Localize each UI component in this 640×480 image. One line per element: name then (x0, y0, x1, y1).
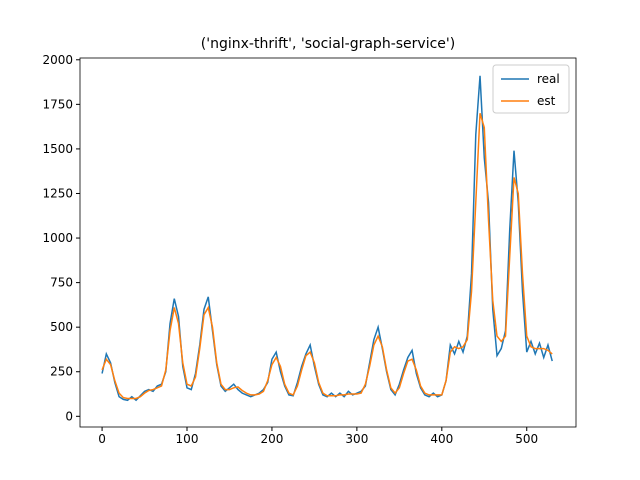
x-tick-label: 400 (430, 432, 453, 446)
x-tick-label: 500 (515, 432, 538, 446)
legend-label: est (537, 94, 556, 108)
y-tick-label: 500 (50, 320, 73, 334)
line-series (101, 113, 553, 400)
x-tick-label: 0 (98, 432, 106, 446)
x-tick-label: 100 (176, 432, 199, 446)
y-tick-label: 1000 (42, 231, 73, 245)
y-tick-label: 1250 (42, 186, 73, 200)
legend-label: real (537, 72, 560, 86)
chart-title: ('nginx-thrift', 'social-graph-service') (201, 36, 455, 52)
y-tick-label: 0 (65, 409, 73, 423)
plot-frame (79, 57, 577, 428)
y-tick-label: 1500 (42, 142, 73, 156)
y-tick-label: 250 (50, 365, 73, 379)
x-tick-label: 300 (345, 432, 368, 446)
y-tick-label: 750 (50, 276, 73, 290)
y-tick-label: 2000 (42, 53, 73, 67)
x-tick-label: 200 (260, 432, 283, 446)
y-tick-label: 1750 (42, 97, 73, 111)
line-series (101, 75, 553, 402)
